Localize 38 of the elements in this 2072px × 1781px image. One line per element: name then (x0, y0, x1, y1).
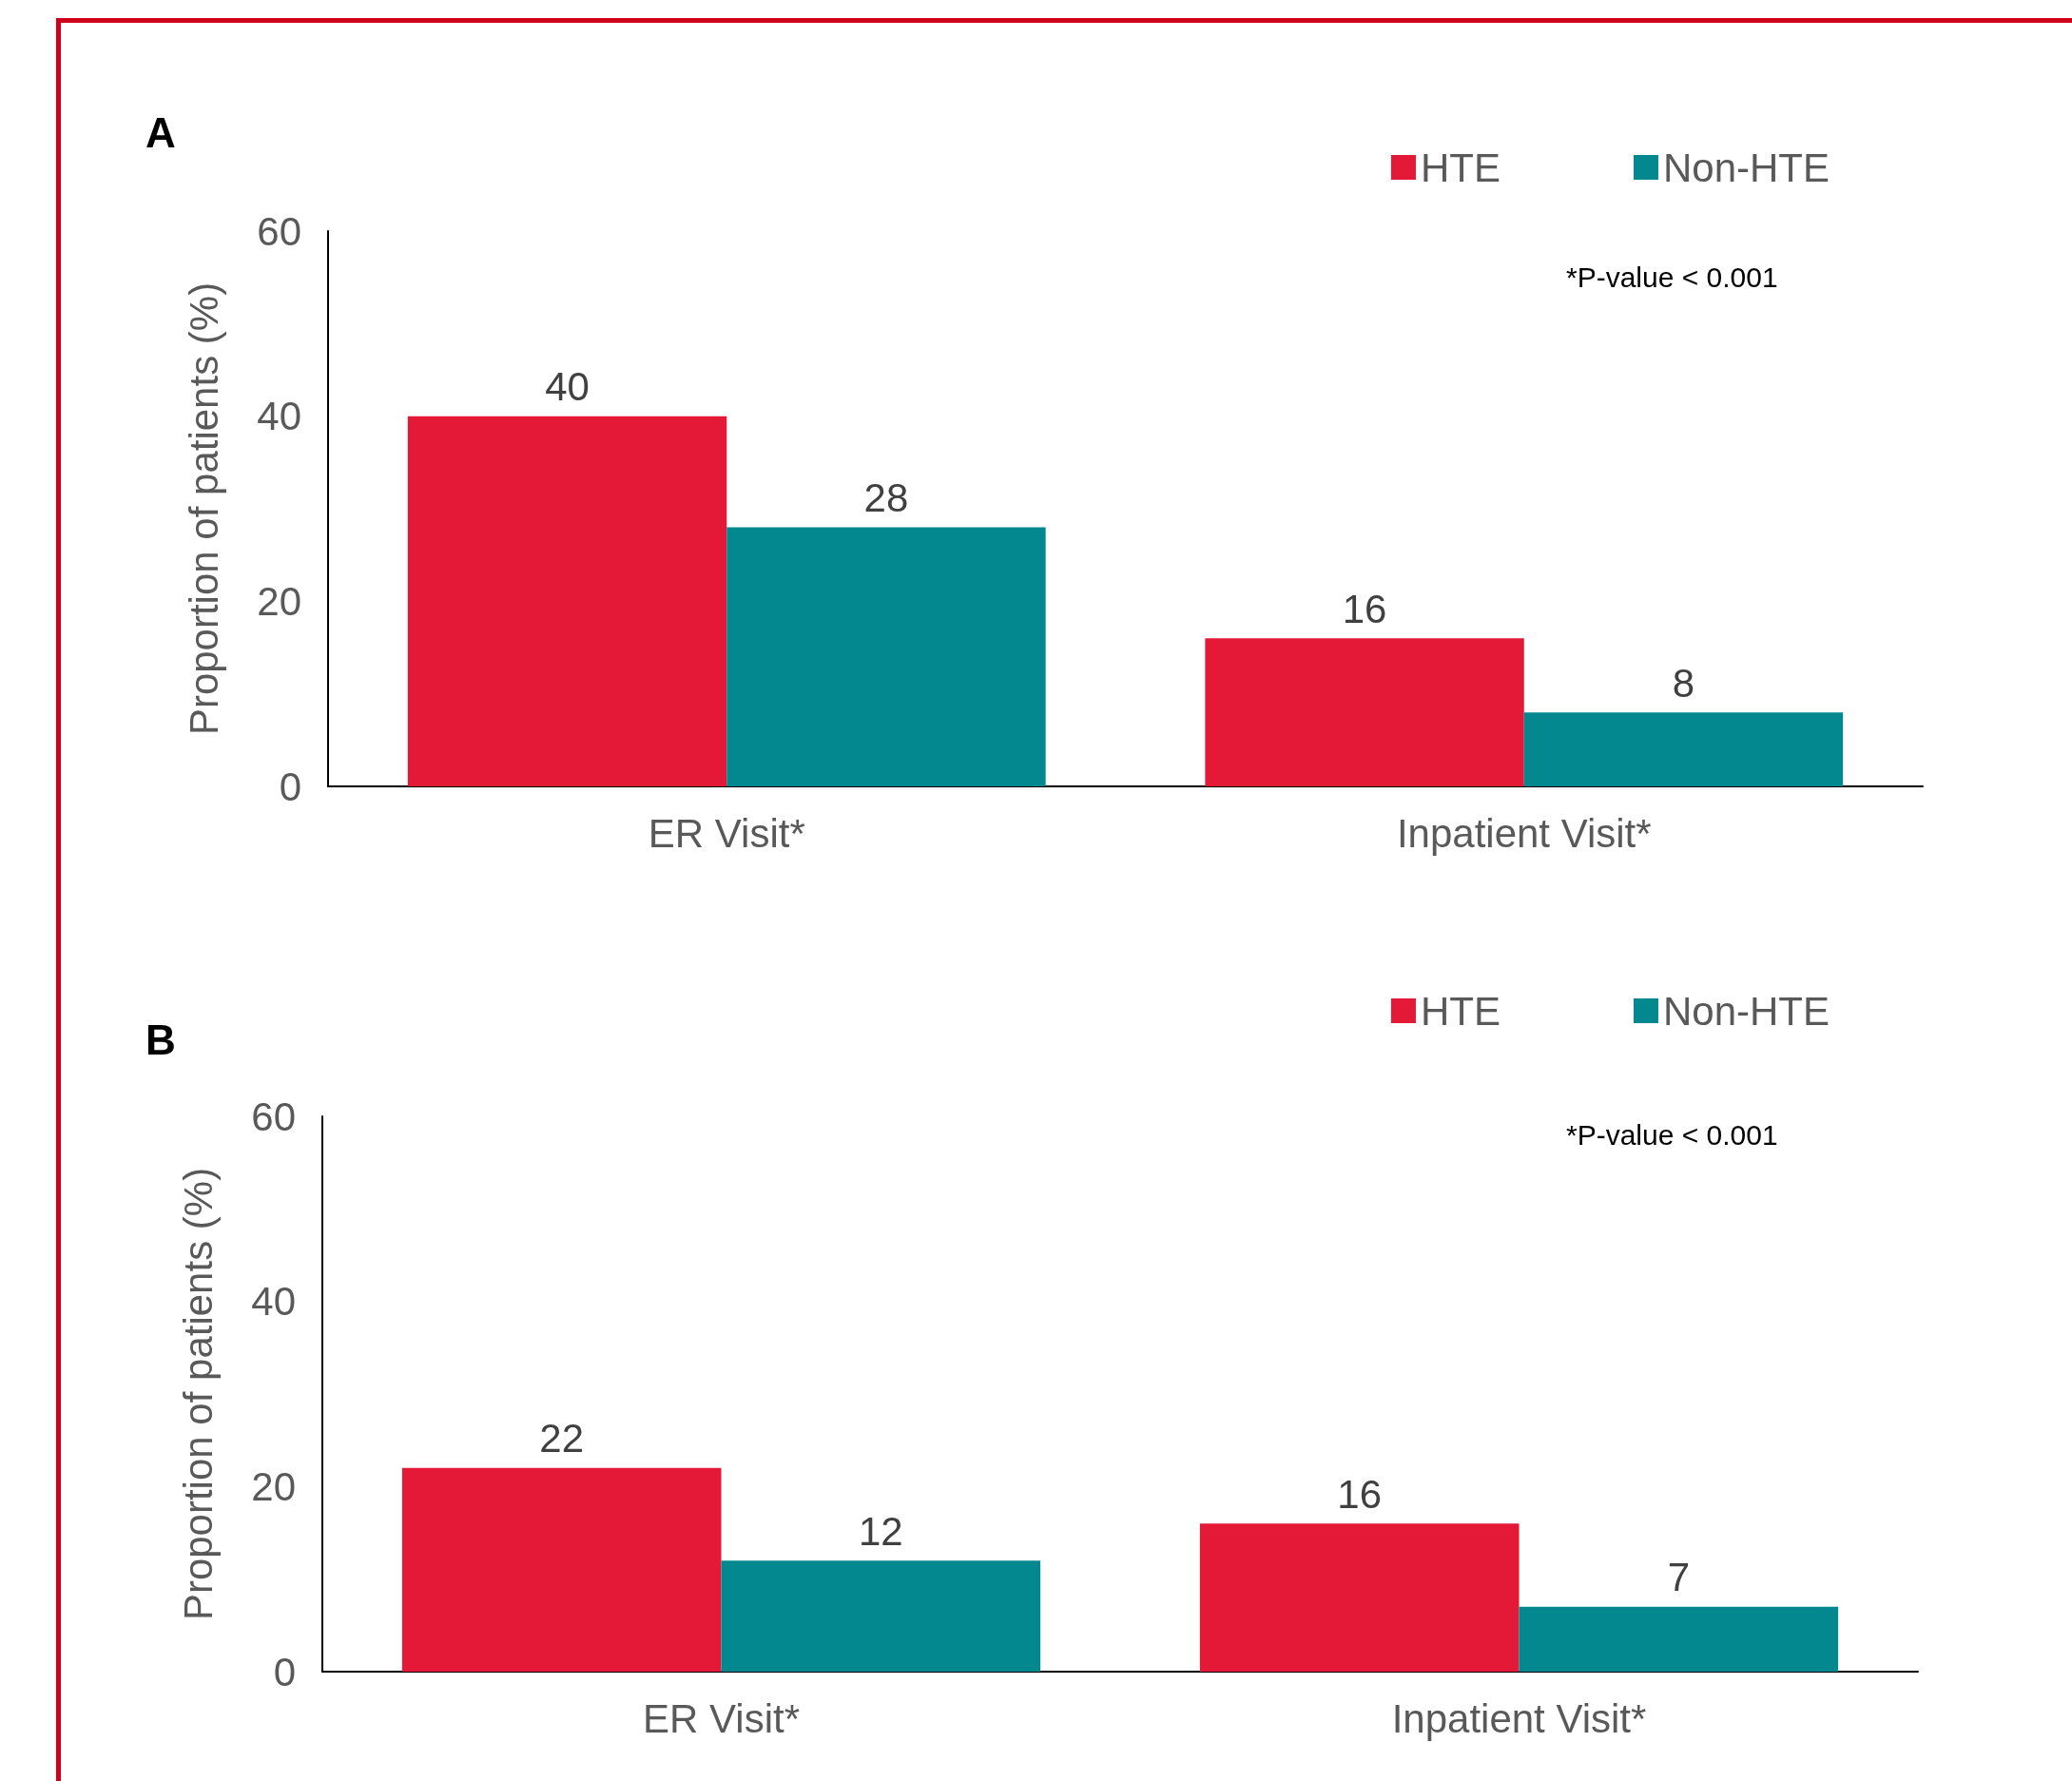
y-axis-title: Proportion of patients (%) (181, 281, 226, 736)
x-tick-label: ER Visit* (643, 1695, 800, 1741)
data-label: 22 (539, 1416, 585, 1462)
data-label: 28 (863, 474, 909, 520)
bar (721, 1560, 1041, 1672)
y-tick-label: 20 (257, 578, 301, 624)
bar (407, 416, 727, 786)
data-label: 16 (1342, 586, 1387, 631)
chart-title: A (145, 108, 176, 156)
y-tick-label: 60 (257, 208, 301, 254)
y-tick-label: 0 (273, 1649, 296, 1694)
bar (726, 527, 1046, 786)
bar (1205, 638, 1524, 786)
legend-label: Non-HTE (1662, 988, 1830, 1034)
data-label: 12 (858, 1508, 903, 1554)
legend-label: HTE (1420, 145, 1501, 190)
data-label: 40 (545, 364, 590, 410)
x-tick-label: Inpatient Visit* (1391, 1695, 1647, 1741)
y-tick-label: 20 (251, 1463, 296, 1509)
y-tick-label: 40 (251, 1279, 296, 1325)
annotation: *P-value < 0.001 (1566, 1118, 1778, 1151)
y-tick-label: 60 (251, 1094, 296, 1139)
chart-title: B (145, 1016, 176, 1063)
x-tick-label: Inpatient Visit* (1396, 810, 1652, 856)
y-axis-title: Proportion of patients (%) (175, 1167, 221, 1621)
bar (1199, 1523, 1520, 1672)
legend-label: Non-HTE (1662, 145, 1830, 190)
bar (1519, 1606, 1839, 1672)
bar (1523, 712, 1844, 786)
y-tick-label: 0 (279, 764, 301, 809)
y-tick-label: 40 (257, 394, 301, 439)
bar (401, 1467, 722, 1672)
annotation: *P-value < 0.001 (1566, 261, 1778, 293)
data-label: 8 (1672, 660, 1695, 706)
data-label: 7 (1667, 1555, 1690, 1600)
legend-label: HTE (1420, 988, 1501, 1034)
x-tick-label: ER Visit* (648, 810, 805, 856)
data-label: 16 (1337, 1471, 1383, 1517)
